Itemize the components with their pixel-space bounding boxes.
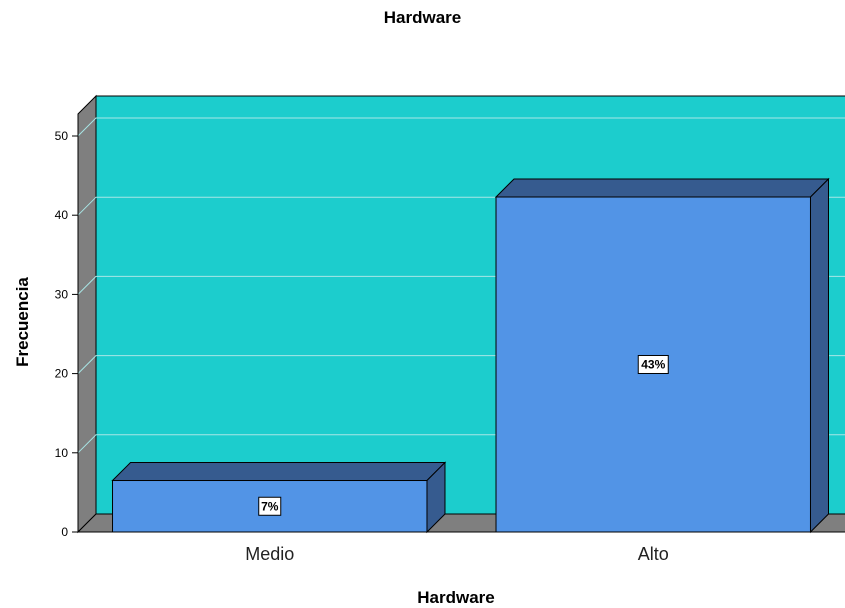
x-axis-ticks: Medio Alto xyxy=(245,544,669,564)
gridline xyxy=(77,117,845,137)
x-axis-title: Hardware xyxy=(417,588,494,607)
y-tick-label: 30 xyxy=(55,287,69,301)
y-tick-label: 50 xyxy=(55,129,69,143)
bar-medio: 7% xyxy=(111,461,447,534)
axes xyxy=(77,114,845,533)
side-wall xyxy=(77,94,97,534)
y-tick-label: 0 xyxy=(61,525,68,539)
bar-alto: 43% xyxy=(494,177,830,534)
bar-top xyxy=(494,178,830,198)
chart-title: Hardware xyxy=(383,8,462,27)
y-tick-label: 40 xyxy=(55,208,69,222)
y-tick-label: 20 xyxy=(55,367,69,381)
data-label-box xyxy=(258,496,282,516)
y-axis-title: Frecuencia xyxy=(13,277,32,367)
bar-top xyxy=(111,462,447,482)
y-tick-label: 10 xyxy=(55,446,69,460)
data-label: 43% xyxy=(641,357,665,371)
y-axis-ticks: 0 10 20 30 40 50 xyxy=(55,129,78,539)
x-tick-label: Medio xyxy=(245,544,294,564)
bar-side xyxy=(809,177,829,534)
data-label: 7% xyxy=(261,499,279,513)
bars: 7% 43% xyxy=(111,177,830,534)
bar-side xyxy=(426,461,446,534)
x-tick-label: Alto xyxy=(638,544,669,564)
data-label-box xyxy=(637,354,669,374)
